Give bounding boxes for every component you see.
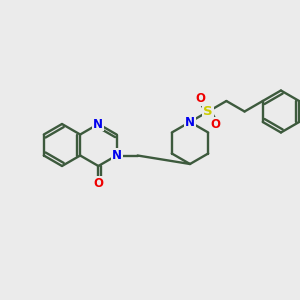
Text: N: N	[112, 149, 122, 162]
Text: S: S	[203, 105, 213, 118]
Text: O: O	[211, 118, 221, 131]
Text: O: O	[93, 177, 103, 190]
Text: N: N	[93, 118, 103, 130]
Text: O: O	[196, 92, 206, 105]
Text: N: N	[185, 116, 195, 128]
